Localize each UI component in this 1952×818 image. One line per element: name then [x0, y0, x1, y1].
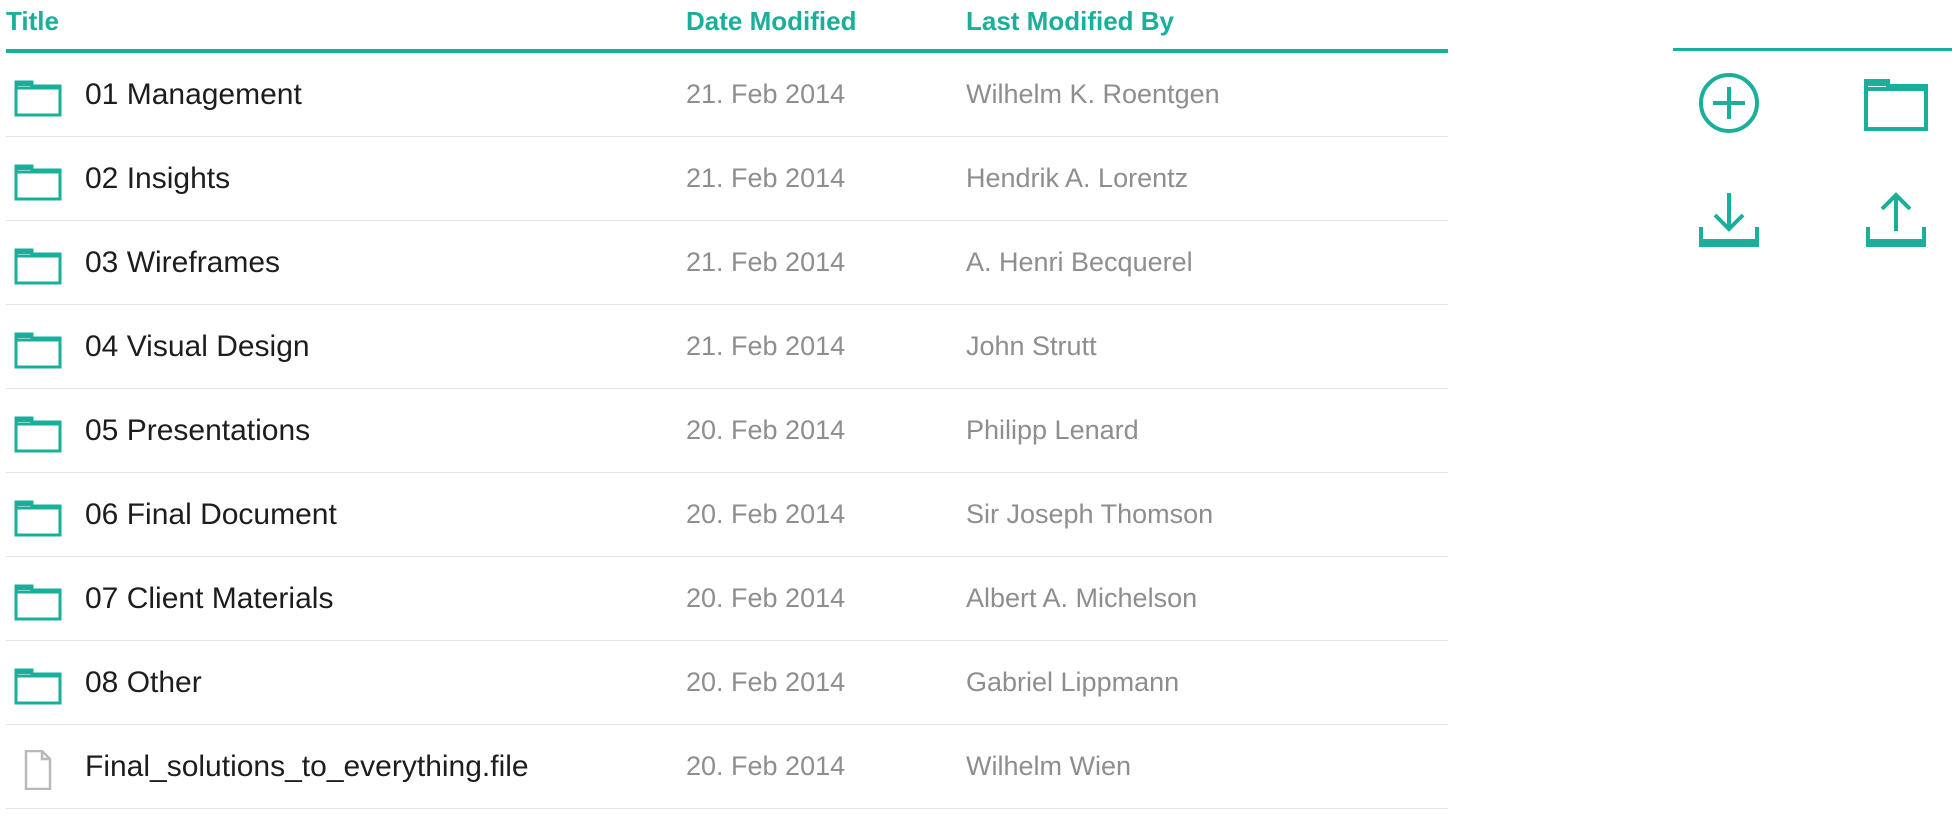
- folder-icon: [14, 666, 62, 706]
- row-date-modified: 20. Feb 2014: [686, 583, 846, 613]
- row-date-modified: 20. Feb 2014: [686, 667, 846, 697]
- row-last-modified-by: Hendrik A. Lorentz: [966, 163, 1189, 193]
- folder-row[interactable]: 04 Visual Design 21. Feb 2014 John Strutt: [6, 305, 1448, 389]
- row-last-modified-by: Wilhelm Wien: [966, 751, 1132, 781]
- row-date-modified: 20. Feb 2014: [686, 415, 846, 445]
- row-last-modified-by: Albert A. Michelson: [966, 583, 1198, 613]
- folder-icon: [14, 498, 62, 538]
- folder-icon: [14, 162, 62, 202]
- actions-panel: [1673, 48, 1952, 271]
- row-date-modified: 20. Feb 2014: [686, 751, 846, 781]
- column-header-date-modified[interactable]: Date Modified: [686, 6, 857, 36]
- folder-row[interactable]: 02 Insights 21. Feb 2014 Hendrik A. Lorent…: [6, 137, 1448, 221]
- folder-icon: [14, 582, 62, 622]
- add-button[interactable]: [1693, 67, 1765, 139]
- folder-icon: [14, 330, 62, 370]
- row-title[interactable]: 04 Visual Design: [85, 330, 310, 363]
- file-table: Title Date Modified Last Modified By 01 …: [6, 0, 1448, 809]
- table-body: 01 Management 21. Feb 2014 Wilhelm K. Roen…: [6, 53, 1448, 809]
- folder-row[interactable]: 07 Client Materials 20. Feb 2014 Albert A.…: [6, 557, 1448, 641]
- row-last-modified-by: John Strutt: [966, 331, 1097, 361]
- folder-icon: [14, 246, 62, 286]
- upload-icon: [1866, 192, 1926, 247]
- row-date-modified: 20. Feb 2014: [686, 499, 846, 529]
- row-date-modified: 21. Feb 2014: [686, 331, 846, 361]
- row-last-modified-by: Sir Joseph Thomson: [966, 499, 1214, 529]
- row-last-modified-by: A. Henri Becquerel: [966, 247, 1193, 277]
- row-title[interactable]: 02 Insights: [85, 162, 231, 195]
- download-button[interactable]: [1693, 183, 1765, 255]
- file-row[interactable]: Final_solutions_to_everything.file 20. Fe…: [6, 725, 1448, 809]
- new-folder-button[interactable]: [1860, 67, 1932, 139]
- folder-row[interactable]: 06 Final Document 20. Feb 2014 Sir Joseph …: [6, 473, 1448, 557]
- folder-row[interactable]: 01 Management 21. Feb 2014 Wilhelm K. Roen…: [6, 53, 1448, 137]
- folder-row[interactable]: 03 Wireframes 21. Feb 2014 A. Henri Becque…: [6, 221, 1448, 305]
- row-last-modified-by: Gabriel Lippmann: [966, 667, 1180, 697]
- folder-icon: [1864, 79, 1928, 131]
- folder-icon: [14, 78, 62, 118]
- folder-icon: [14, 414, 62, 454]
- row-title[interactable]: 06 Final Document: [85, 498, 337, 531]
- table-header: Title Date Modified Last Modified By: [6, 0, 1448, 53]
- column-header-title[interactable]: Title: [6, 6, 59, 36]
- row-title[interactable]: 03 Wireframes: [85, 246, 281, 279]
- row-date-modified: 21. Feb 2014: [686, 79, 846, 109]
- row-last-modified-by: Philipp Lenard: [966, 415, 1139, 445]
- add-circle-icon: [1699, 73, 1759, 133]
- file-icon: [14, 749, 62, 791]
- row-title[interactable]: Final_solutions_to_everything.file: [85, 750, 529, 783]
- row-date-modified: 21. Feb 2014: [686, 247, 846, 277]
- row-title[interactable]: 05 Presentations: [85, 414, 311, 447]
- folder-row[interactable]: 08 Other 20. Feb 2014 Gabriel Lippmann: [6, 641, 1448, 725]
- column-header-last-modified-by[interactable]: Last Modified By: [966, 6, 1175, 36]
- row-title[interactable]: 08 Other: [85, 666, 202, 699]
- row-date-modified: 21. Feb 2014: [686, 163, 846, 193]
- row-title[interactable]: 01 Management: [85, 78, 302, 111]
- folder-row[interactable]: 05 Presentations 20. Feb 2014 Philipp Lena…: [6, 389, 1448, 473]
- download-icon: [1699, 193, 1759, 247]
- row-last-modified-by: Wilhelm K. Roentgen: [966, 79, 1220, 109]
- row-title[interactable]: 07 Client Materials: [85, 582, 334, 615]
- upload-button[interactable]: [1860, 183, 1932, 255]
